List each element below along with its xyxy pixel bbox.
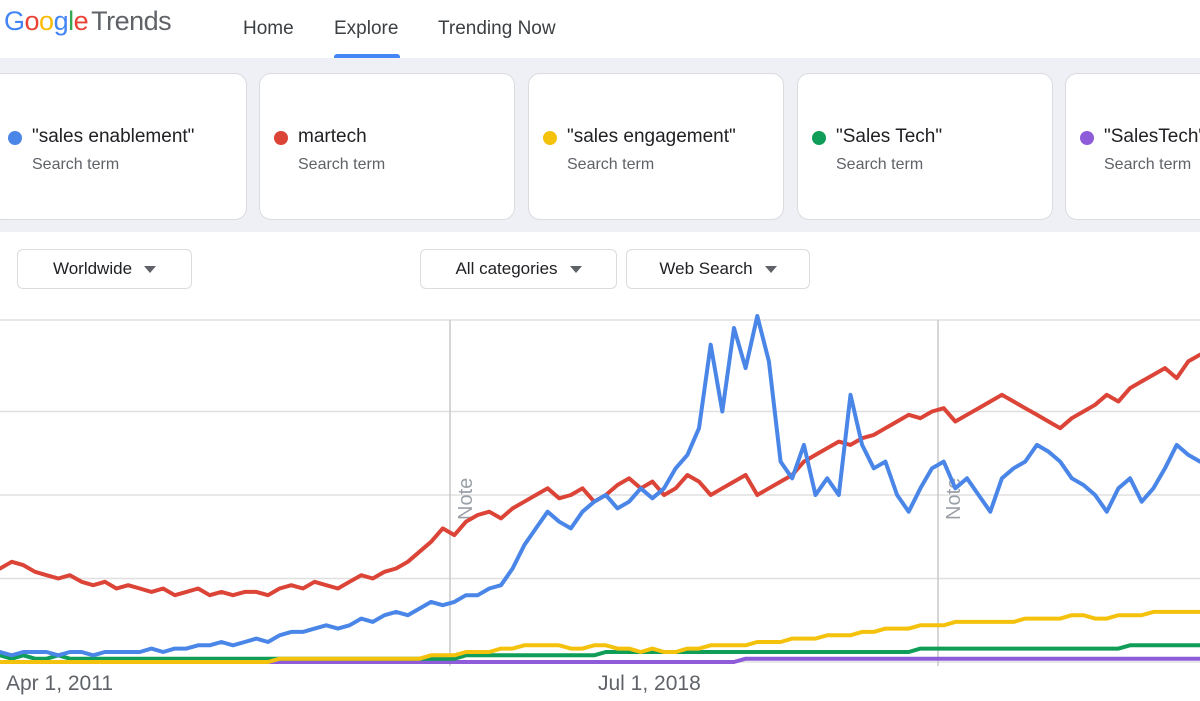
logo-trends-text: Trends: [91, 6, 172, 36]
search-term-type: Search term: [836, 156, 924, 173]
series-line-2[interactable]: [0, 352, 1200, 598]
x-axis-label: Apr 1, 2011: [6, 672, 114, 695]
region-value: Worldwide: [52, 259, 133, 278]
search-term-type: Search term: [298, 156, 386, 173]
search-term-card[interactable]: "sales enablement" Search term: [0, 73, 247, 220]
search-term-label: "sales engagement": [567, 126, 736, 147]
note-marker-label[interactable]: Note: [943, 478, 965, 520]
search-term-type: Search term: [32, 156, 120, 173]
search-term-label: "SalesTech": [1104, 126, 1200, 147]
logo-letter: o: [39, 6, 54, 36]
logo-letter: l: [68, 6, 74, 36]
search-term-card[interactable]: "SalesTech" Search term: [1065, 73, 1200, 220]
note-marker-label[interactable]: Note: [455, 478, 477, 520]
search-term-type: Search term: [1104, 156, 1192, 173]
logo-letter: g: [53, 6, 69, 36]
top-bar: Google Trends Home Explore Trending Now: [0, 0, 1200, 58]
series-color-dot: [543, 131, 557, 145]
category-dropdown[interactable]: All categories: [420, 249, 617, 289]
search-term-card[interactable]: "Sales Tech" Search term: [797, 73, 1053, 220]
nav-home[interactable]: Home: [243, 18, 294, 39]
search-term-label: martech: [298, 126, 367, 147]
logo-letter: o: [24, 6, 40, 36]
series-line-3[interactable]: [0, 609, 1200, 664]
search-term-card[interactable]: martech Search term: [259, 73, 515, 220]
series-line-1[interactable]: [0, 314, 1200, 658]
x-axis-label: Jul 1, 2018: [598, 672, 701, 695]
interest-over-time-chart[interactable]: Note Note: [0, 310, 1200, 680]
search-term-label: "Sales Tech": [836, 126, 943, 147]
search-type-dropdown[interactable]: Web Search: [626, 249, 810, 289]
series-color-dot: [1080, 131, 1094, 145]
series-color-dot: [812, 131, 826, 145]
series-line-4[interactable]: [0, 643, 1200, 661]
logo-letter: G: [4, 6, 25, 36]
search-term-card[interactable]: "sales engagement" Search term: [528, 73, 784, 220]
search-term-type: Search term: [567, 156, 655, 173]
caret-down-icon: [144, 265, 157, 273]
series-color-dot: [8, 131, 22, 145]
caret-down-icon: [764, 265, 777, 273]
active-tab-indicator: [334, 54, 400, 58]
google-trends-logo[interactable]: Google Trends: [4, 6, 172, 37]
category-value: All categories: [455, 259, 558, 278]
series-color-dot: [274, 131, 288, 145]
region-dropdown[interactable]: Worldwide: [17, 249, 192, 289]
search-type-value: Web Search: [659, 259, 753, 278]
search-term-label: "sales enablement": [32, 126, 195, 147]
nav-explore[interactable]: Explore: [334, 18, 399, 39]
caret-down-icon: [569, 265, 582, 273]
logo-letter: e: [73, 6, 89, 36]
nav-trending-now[interactable]: Trending Now: [438, 18, 556, 39]
